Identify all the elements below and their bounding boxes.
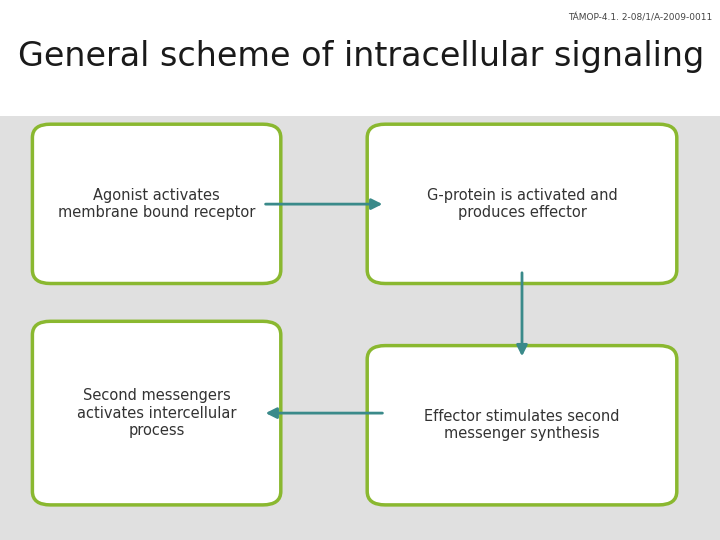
Text: General scheme of intracellular signaling: General scheme of intracellular signalin… <box>18 40 704 73</box>
FancyBboxPatch shape <box>367 346 677 505</box>
Text: Second messengers
activates intercellular
process: Second messengers activates intercellula… <box>77 388 236 438</box>
FancyBboxPatch shape <box>367 124 677 284</box>
Text: Agonist activates
membrane bound receptor: Agonist activates membrane bound recepto… <box>58 187 256 220</box>
Text: G-protein is activated and
produces effector: G-protein is activated and produces effe… <box>427 187 617 220</box>
Text: Effector stimulates second
messenger synthesis: Effector stimulates second messenger syn… <box>424 409 620 442</box>
FancyBboxPatch shape <box>32 321 281 505</box>
Text: TÁMOP-4.1. 2-08/1/A-2009-0011: TÁMOP-4.1. 2-08/1/A-2009-0011 <box>569 14 713 23</box>
FancyBboxPatch shape <box>32 124 281 284</box>
FancyBboxPatch shape <box>0 116 720 540</box>
